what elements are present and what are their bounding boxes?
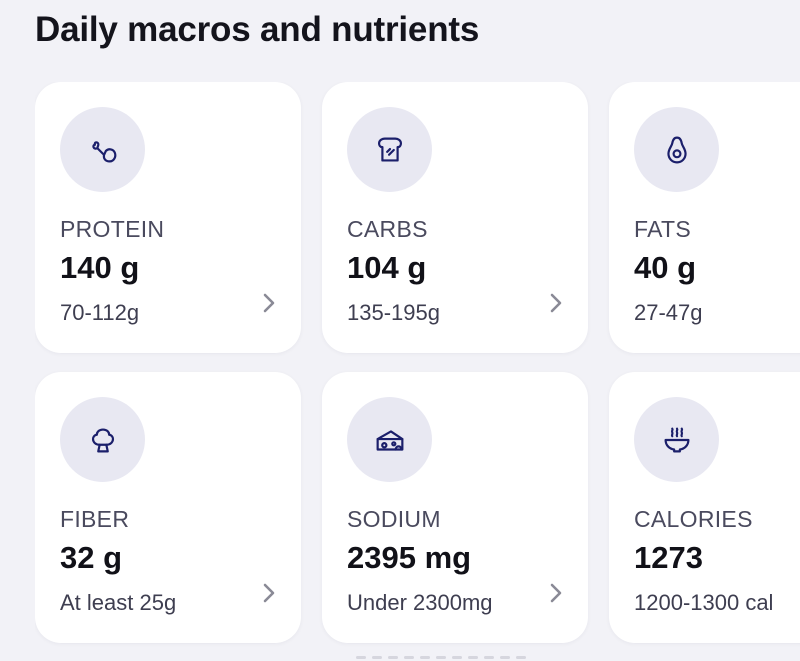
nutrient-value: 1273 [634,540,703,575]
nutrient-label: SODIUM [347,506,441,532]
nutrient-card-protein[interactable]: PROTEIN 140 g 70-112g [35,82,301,353]
nutrient-label: FIBER [60,506,130,532]
chevron-right-icon [263,583,275,603]
nutrient-range: 70-112g [60,300,140,325]
nutrient-label: CARBS [347,216,428,242]
chevron-right-icon [263,293,275,313]
nutrient-range: 1200-1300 cal [634,590,774,615]
nutrient-card-carbs[interactable]: CARBS 104 g 135-195g [322,82,588,353]
nutrient-value: 40 g [634,250,697,285]
chevron-right-icon [550,583,562,603]
nutrient-value: 2395 mg [347,540,472,575]
nutrient-card-calories[interactable]: CALORIES 1273 1200-1300 cal [609,372,800,643]
cheese-icon [347,397,432,482]
section-title: Daily macros and nutrients [35,10,480,49]
chevron-right-icon [550,293,562,313]
soup-bowl-icon [634,397,719,482]
nutrient-value: 32 g [60,540,123,575]
avocado-icon [634,107,719,192]
nutrient-value: 104 g [347,250,427,285]
nutrient-range: 135-195g [347,300,440,325]
nutrient-card-fiber[interactable]: FIBER 32 g At least 25g [35,372,301,643]
nutrient-grid: PROTEIN 140 g 70-112g CARBS 104 g 135-19… [35,82,800,661]
nutrient-range: At least 25g [60,590,177,615]
nutrient-label: PROTEIN [60,216,165,242]
nutrient-label: CALORIES [634,506,753,532]
scroll-indicator [356,656,526,659]
chicken-leg-icon [60,107,145,192]
broccoli-icon [60,397,145,482]
nutrient-range: Under 2300mg [347,590,493,615]
nutrient-card-fats[interactable]: FATS 40 g 27-47g [609,82,800,353]
nutrient-range: 27-47g [634,300,703,325]
nutrient-value: 140 g [60,250,140,285]
nutrient-card-sodium[interactable]: SODIUM 2395 mg Under 2300mg [322,372,588,643]
nutrient-label: FATS [634,216,692,242]
bread-toast-icon [347,107,432,192]
